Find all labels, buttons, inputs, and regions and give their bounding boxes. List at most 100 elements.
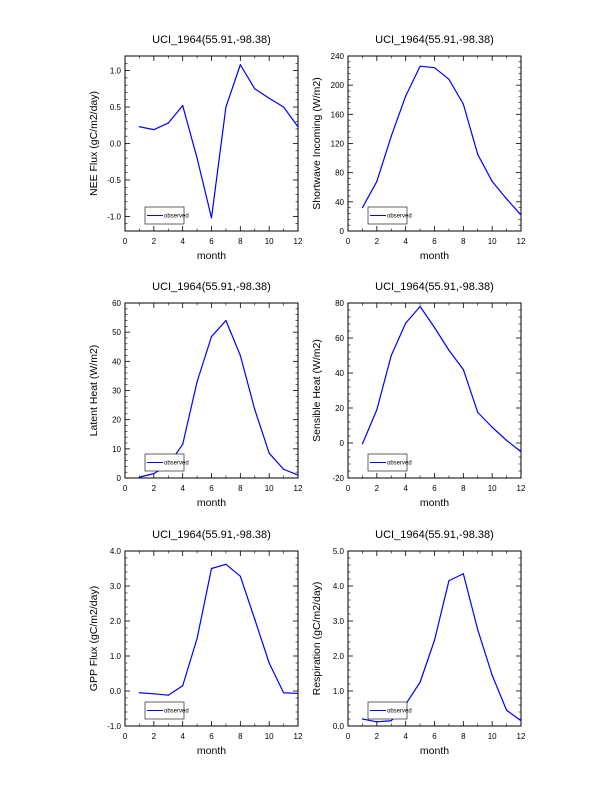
series-line-observed [361, 65, 522, 216]
x-tick-label: 8 [238, 237, 243, 246]
x-tick-label: 12 [294, 484, 303, 493]
data-point [448, 78, 450, 80]
data-point [167, 122, 169, 124]
y-tick-label: -20 [332, 474, 344, 483]
data-point [419, 65, 421, 67]
x-tick-label: 2 [152, 732, 157, 741]
x-tick-label: 4 [180, 732, 185, 741]
chart-panel-1: UCI_1964(55.91,-98.38) 0 2 4 6 8 10 12 -1.0 -0.5 0… [88, 34, 303, 262]
y-tick-label: 240 [331, 52, 345, 61]
data-point [297, 126, 299, 128]
data-point [491, 180, 493, 183]
y-tick-label: 1.0 [333, 687, 345, 696]
data-point [153, 473, 155, 475]
legend-box [367, 701, 408, 720]
chart-title: UCI_1964(55.91,-98.38) [375, 34, 494, 46]
y-tick-label: 20 [335, 404, 344, 413]
y-tick-label: 3.0 [110, 582, 122, 591]
data-point [297, 474, 299, 476]
x-tick-label: 6 [209, 484, 214, 493]
legend-label: observed [164, 709, 189, 715]
data-point [282, 468, 285, 470]
y-tick-label: 2.0 [110, 617, 122, 626]
x-tick-label: 10 [265, 484, 274, 493]
data-point [390, 135, 392, 137]
x-tick-label: 0 [346, 484, 351, 493]
y-tick-label: 1.0 [110, 67, 122, 76]
chart-title: UCI_1964(55.91,-98.38) [152, 281, 271, 293]
y-tick-label: 2.0 [333, 652, 345, 661]
chart-title: UCI_1964(55.91,-98.38) [152, 34, 271, 46]
data-point [376, 180, 378, 183]
x-tick-label: 10 [265, 237, 274, 246]
y-tick-label: 5.0 [333, 547, 345, 556]
x-tick-label: 8 [461, 484, 466, 493]
series-line-observed [362, 573, 522, 723]
x-tick-label: 12 [517, 732, 526, 741]
x-tick-label: 4 [403, 732, 408, 741]
x-tick-label: 12 [294, 237, 303, 246]
data-point [138, 692, 141, 694]
data-point [361, 443, 364, 445]
data-point [210, 567, 213, 570]
legend-box [144, 701, 185, 720]
y-tick-label: 80 [335, 299, 344, 308]
data-point [196, 637, 198, 640]
chart-panel-5: UCI_1964(55.91,-98.38) 0 2 4 6 8 10 12 -1.0 0.0 1.… [88, 529, 303, 757]
data-point [405, 95, 407, 97]
data-point [282, 692, 285, 694]
x-tick-label: 10 [488, 732, 497, 741]
x-tick-label: 12 [294, 732, 303, 741]
data-point [477, 411, 479, 413]
x-tick-label: 0 [346, 732, 351, 741]
x-axis-label: month [420, 745, 449, 757]
y-axis-label: Sensible Heat (W/m2) [311, 339, 323, 442]
data-point [297, 692, 299, 695]
data-point [433, 639, 436, 641]
y-axis-label: Respiration (gC/m2/day) [311, 582, 323, 696]
x-tick-label: 4 [403, 237, 408, 246]
y-tick-label: 0 [340, 227, 345, 236]
data-point [433, 67, 436, 69]
data-point [210, 335, 213, 338]
legend: observed [144, 701, 189, 720]
data-point [239, 64, 241, 66]
y-tick-label: 40 [335, 369, 344, 378]
y-tick-label: 0 [117, 474, 122, 483]
y-tick-label: 50 [112, 328, 121, 337]
legend-label: observed [164, 214, 189, 220]
data-point [239, 354, 241, 357]
data-point [225, 319, 227, 322]
data-point [448, 580, 450, 582]
x-axis-label: month [420, 497, 449, 509]
x-tick-label: 8 [461, 732, 466, 741]
x-tick-label: 2 [152, 237, 157, 246]
data-point [505, 439, 508, 441]
data-point [361, 718, 364, 720]
legend-label: observed [164, 461, 189, 467]
legend-box [367, 206, 408, 225]
y-tick-label: -1.0 [107, 212, 121, 221]
legend-label: observed [387, 214, 412, 220]
y-tick-label: 4.0 [110, 547, 122, 556]
data-point [225, 563, 227, 565]
legend: observed [367, 453, 412, 472]
y-axis-label: GPP Flux (gC/m2/day) [88, 586, 100, 691]
x-tick-label: 6 [209, 732, 214, 741]
y-tick-label: 200 [331, 81, 345, 90]
y-tick-label: 0.0 [110, 140, 122, 149]
x-tick-label: 10 [488, 237, 497, 246]
data-point [239, 575, 241, 577]
data-point [405, 322, 407, 324]
data-point [419, 681, 421, 683]
data-point [268, 662, 270, 664]
x-tick-label: 2 [375, 732, 380, 741]
data-point [520, 214, 522, 216]
x-axis-label: month [197, 250, 226, 262]
chart-panel-6: UCI_1964(55.91,-98.38) 0 2 4 6 8 10 12 0.0 1.0 2.0… [311, 529, 526, 757]
y-tick-label: 10 [112, 445, 121, 454]
series-line-observed [139, 64, 299, 219]
data-point [361, 207, 364, 209]
